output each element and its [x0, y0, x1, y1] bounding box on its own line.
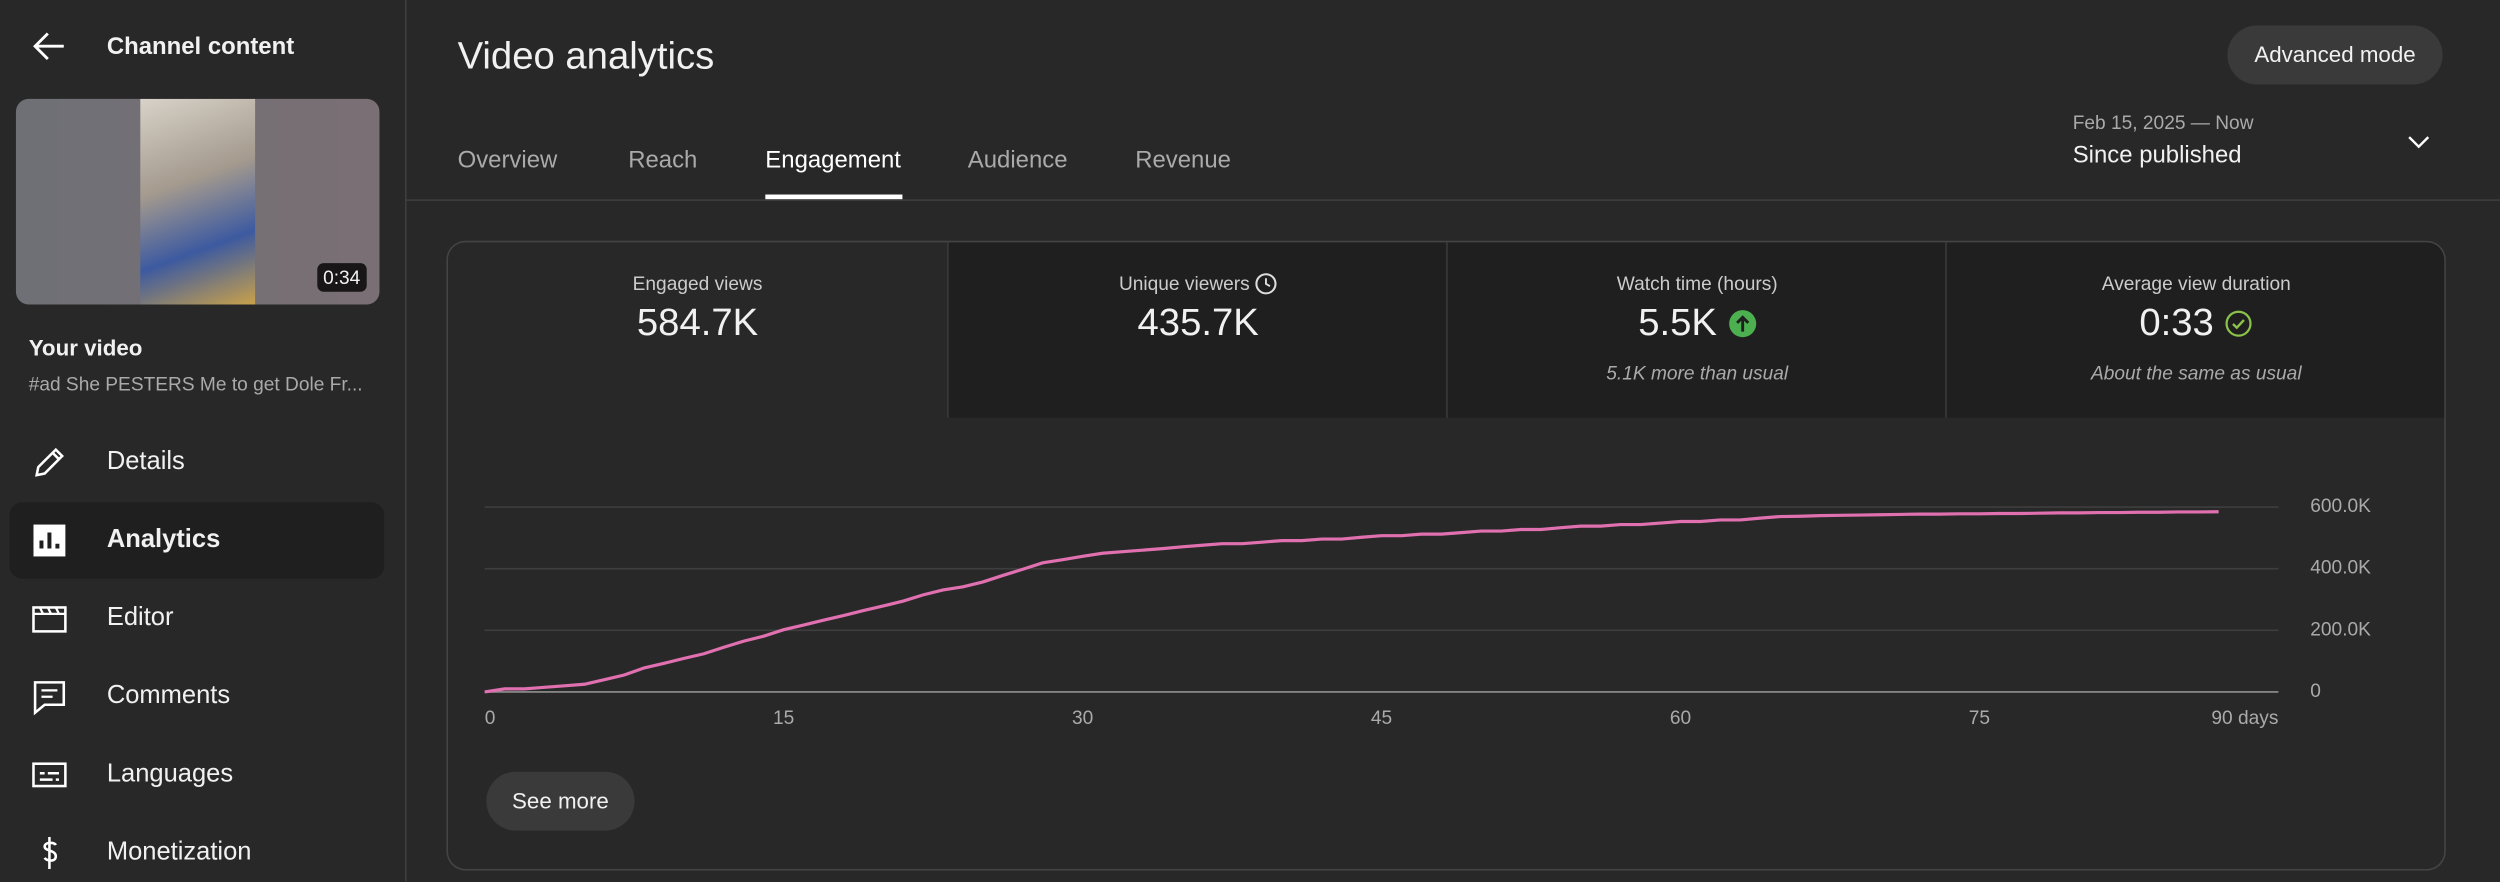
video-title: #ad She PESTERS Me to get Dole Fr...: [28, 373, 363, 396]
x-tick-label: 90 days: [2211, 708, 2278, 729]
metric-tile[interactable]: Watch time (hours) 5.5K 5.1K more than us…: [1446, 242, 1947, 418]
divider: [404, 199, 2500, 201]
metric-tile[interactable]: Engaged views 584.7K: [448, 242, 948, 418]
card: Engaged views 584.7K Unique viewers 435.7…: [446, 240, 2446, 871]
nav-label: Monetization: [106, 838, 252, 866]
nav-item[interactable]: Comments: [10, 658, 385, 735]
see-more-button[interactable]: See more: [486, 771, 635, 831]
period[interactable]: Since published: [2072, 141, 2242, 170]
x-tick-label: 75: [1969, 708, 1990, 729]
clock-icon: [1255, 273, 1277, 295]
metric-label: Watch time (hours): [1616, 272, 1778, 295]
y-tick-label: 400.0K: [2310, 558, 2371, 579]
nav-item[interactable]: Analytics: [9, 502, 385, 579]
metric-label: Average view duration: [2101, 272, 2291, 295]
y-tick-label: 600.0K: [2310, 496, 2371, 517]
metric-tile[interactable]: Unique viewers 435.7K: [947, 242, 1448, 418]
metric-value: 0:33: [2139, 301, 2214, 345]
thumbnail-image: [140, 98, 256, 305]
nav-item[interactable]: Details: [10, 424, 385, 501]
x-tick-label: 0: [485, 708, 496, 729]
nav-label: Comments: [106, 682, 231, 710]
metric-label: Engaged views: [632, 272, 763, 295]
nav-label: Details: [106, 448, 185, 476]
nav-item[interactable]: Editor: [10, 580, 385, 657]
nav-label: Languages: [106, 760, 234, 788]
x-tick-label: 15: [773, 708, 794, 729]
y-tick-label: 0: [2310, 681, 2321, 702]
duration: 0:34: [316, 263, 367, 292]
metric-value: 435.7K: [1137, 301, 1259, 345]
video-label: Your video: [28, 334, 143, 361]
tab[interactable]: Reach: [628, 146, 698, 174]
back-icon[interactable]: [32, 29, 67, 64]
thumbnail[interactable]: 0:34: [15, 98, 380, 305]
line-series: [484, 510, 2219, 694]
x-tick-label: 60: [1670, 708, 1691, 729]
check-icon: [2225, 310, 2252, 337]
tab[interactable]: Overview: [457, 146, 558, 174]
tab-indicator: [765, 194, 903, 200]
nav-label: Analytics: [106, 526, 221, 554]
dropdown-icon[interactable]: [2404, 131, 2433, 153]
y-tick-label: 200.0K: [2310, 619, 2371, 640]
x-tick-label: 45: [1371, 708, 1392, 729]
sidebar: Channel content 0:34 Your video #ad She …: [0, 0, 407, 882]
tab[interactable]: Engagement: [765, 146, 901, 174]
metric-note: 5.1K more than usual: [1606, 361, 1789, 385]
nav-item[interactable]: Languages: [10, 737, 385, 814]
metric-label: Unique viewers: [1118, 272, 1250, 295]
back-title: Channel content: [106, 33, 295, 61]
up-icon: [1728, 310, 1756, 338]
metric-tile[interactable]: Average view duration 0:33 About the same…: [1945, 242, 2445, 418]
tab[interactable]: Revenue: [1135, 146, 1231, 174]
date-range: Feb 15, 2025 — Now: [2072, 111, 2254, 134]
page-title: Video analytics: [457, 35, 715, 79]
tab[interactable]: Audience: [967, 146, 1068, 174]
x-tick-label: 30: [1072, 708, 1093, 729]
metric-value: 5.5K: [1638, 301, 1717, 345]
nav-item[interactable]: Monetization: [10, 815, 385, 882]
metric-value: 584.7K: [636, 301, 759, 345]
metric-note: About the same as usual: [2090, 361, 2302, 385]
nav-label: Editor: [106, 604, 174, 632]
advanced-mode-button[interactable]: Advanced mode: [2227, 25, 2443, 85]
